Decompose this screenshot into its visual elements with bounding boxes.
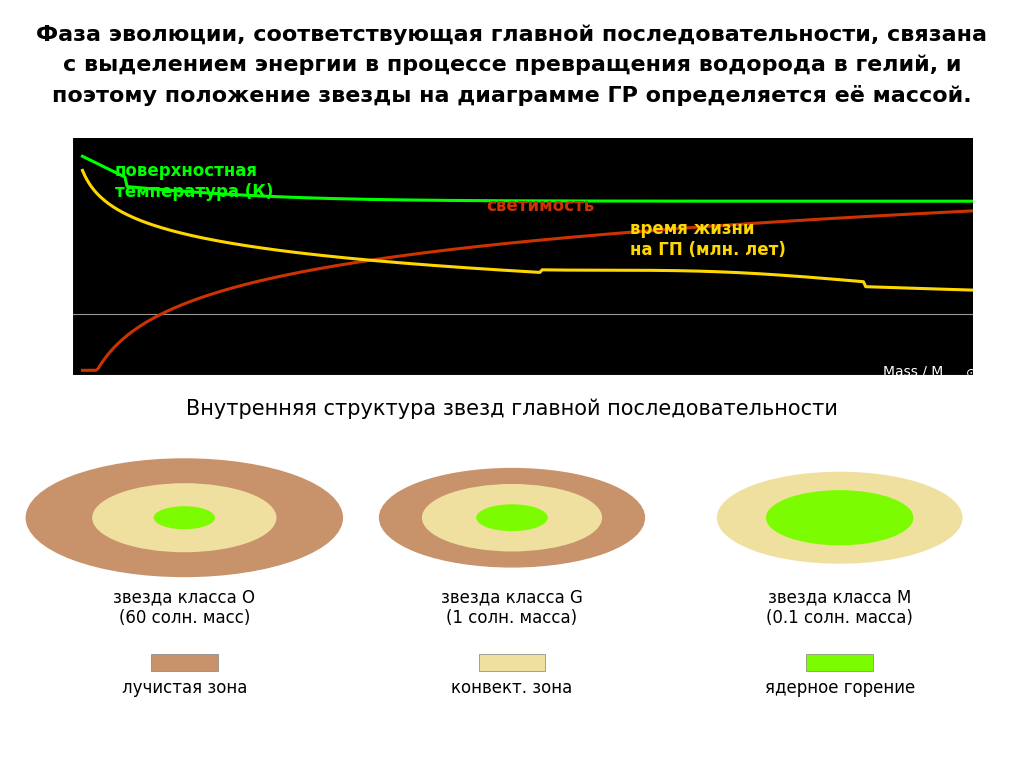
Text: время жизни
на ГП (млн. лет): время жизни на ГП (млн. лет) <box>631 220 786 258</box>
Circle shape <box>717 472 963 564</box>
Circle shape <box>379 468 645 568</box>
Text: поверхностная
температура (К): поверхностная температура (К) <box>115 162 273 200</box>
Bar <box>479 653 546 671</box>
Text: светимость: светимость <box>486 197 595 216</box>
Text: Фаза эволюции, соответствующая главной последовательности, связана
с выделением : Фаза эволюции, соответствующая главной п… <box>37 24 987 107</box>
Circle shape <box>92 483 276 552</box>
Text: звезда класса М
(0.1 солн. масса): звезда класса М (0.1 солн. масса) <box>766 589 913 627</box>
Text: ⊙: ⊙ <box>966 367 976 380</box>
Bar <box>152 653 218 671</box>
Text: звезда класса G
(1 солн. масса): звезда класса G (1 солн. масса) <box>441 589 583 627</box>
Text: звезда класса О
(60 солн. масс): звезда класса О (60 солн. масс) <box>114 589 255 627</box>
Text: Mass / M: Mass / M <box>883 364 943 378</box>
Circle shape <box>26 458 343 578</box>
Text: конвект. зона: конвект. зона <box>452 679 572 696</box>
Circle shape <box>422 484 602 551</box>
Text: лучистая зона: лучистая зона <box>122 679 247 696</box>
Circle shape <box>766 490 913 545</box>
Text: ядерное горение: ядерное горение <box>765 679 914 696</box>
Text: Внутренняя структура звезд главной последовательности: Внутренняя структура звезд главной после… <box>186 399 838 420</box>
Circle shape <box>476 505 548 531</box>
Circle shape <box>154 506 215 529</box>
Bar <box>807 653 872 671</box>
